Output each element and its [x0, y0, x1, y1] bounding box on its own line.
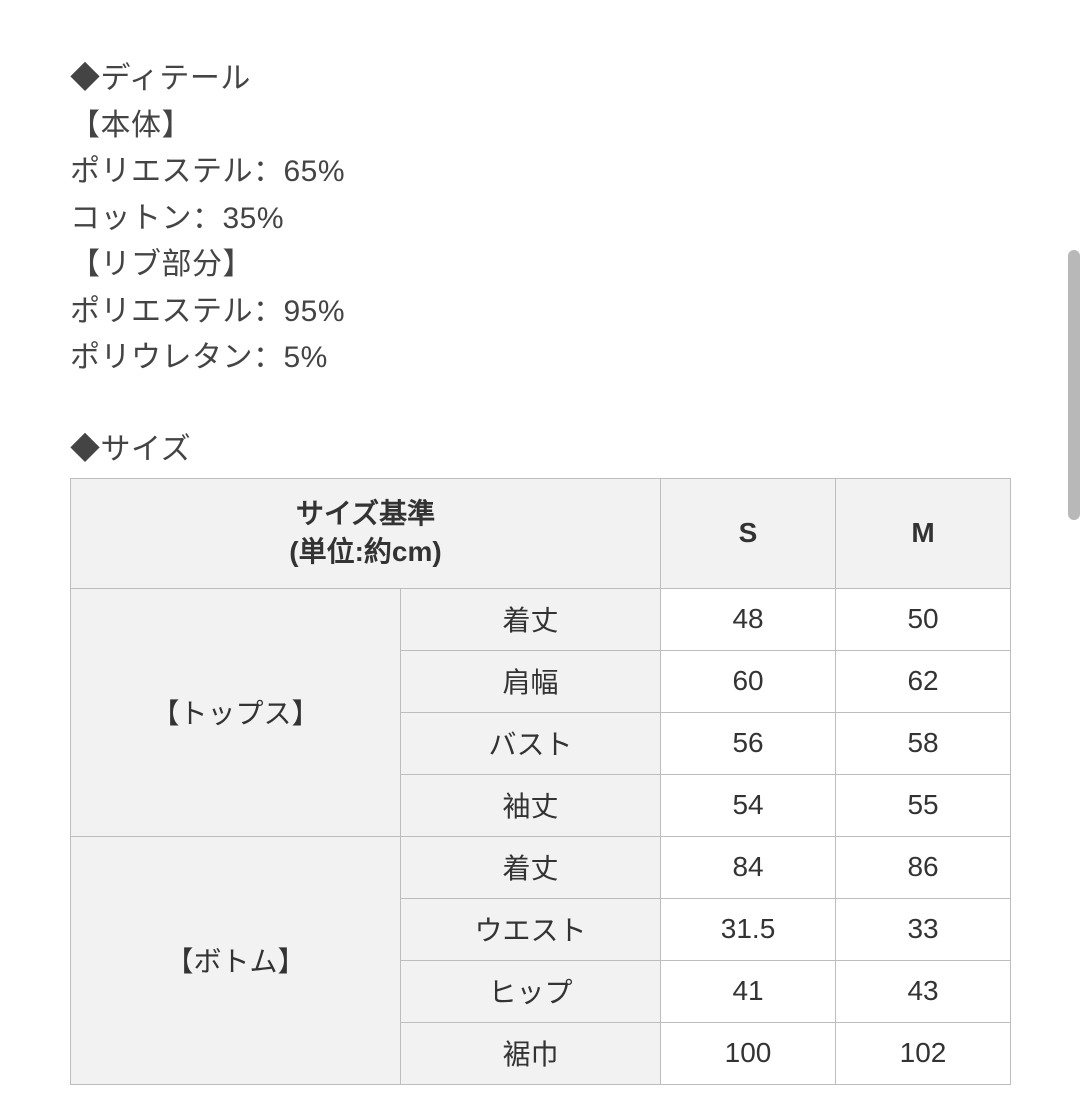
material-line: ポリエステル：65% — [70, 149, 1010, 196]
measure-label: 着丈 — [401, 836, 661, 898]
material-line: ポリウレタン：5% — [70, 335, 1010, 382]
measure-label: 裾巾 — [401, 1022, 661, 1084]
measure-value: 43 — [836, 960, 1011, 1022]
table-row: 【トップス】 着丈 48 50 — [71, 588, 1011, 650]
measure-value: 84 — [661, 836, 836, 898]
size-standard-header: サイズ基準 (単位:約cm) — [71, 478, 661, 588]
measure-label: 袖丈 — [401, 774, 661, 836]
size-standard-line1: サイズ基準 — [75, 495, 656, 533]
measure-value: 41 — [661, 960, 836, 1022]
material-line: ポリエステル：95% — [70, 289, 1010, 336]
measure-value: 58 — [836, 712, 1011, 774]
detail-block: ◆ディテール 【本体】 ポリエステル：65% コットン：35% 【リブ部分】 ポ… — [70, 56, 1010, 382]
measure-value: 100 — [661, 1022, 836, 1084]
group-tops: 【トップス】 — [71, 588, 401, 836]
measure-label: ヒップ — [401, 960, 661, 1022]
material-line: コットン：35% — [70, 196, 1010, 243]
measure-value: 31.5 — [661, 898, 836, 960]
table-header-row: サイズ基準 (単位:約cm) S M — [71, 478, 1011, 588]
measure-value: 55 — [836, 774, 1011, 836]
product-detail-content: ◆ディテール 【本体】 ポリエステル：65% コットン：35% 【リブ部分】 ポ… — [0, 0, 1080, 1115]
measure-value: 60 — [661, 650, 836, 712]
measure-value: 33 — [836, 898, 1011, 960]
group-bottoms: 【ボトム】 — [71, 836, 401, 1084]
measure-value: 86 — [836, 836, 1011, 898]
size-heading: ◆サイズ — [70, 424, 1010, 468]
measure-value: 102 — [836, 1022, 1011, 1084]
measure-label: 着丈 — [401, 588, 661, 650]
measure-value: 62 — [836, 650, 1011, 712]
size-standard-line2: (単位:約cm) — [75, 533, 656, 571]
material-section-title: 【本体】 — [70, 103, 1010, 150]
measure-value: 48 — [661, 588, 836, 650]
measure-value: 56 — [661, 712, 836, 774]
size-col-header: S — [661, 478, 836, 588]
measure-label: ウエスト — [401, 898, 661, 960]
size-col-header: M — [836, 478, 1011, 588]
measure-label: バスト — [401, 712, 661, 774]
table-row: 【ボトム】 着丈 84 86 — [71, 836, 1011, 898]
measure-label: 肩幅 — [401, 650, 661, 712]
scrollbar-thumb[interactable] — [1068, 250, 1080, 520]
size-table: サイズ基準 (単位:約cm) S M 【トップス】 着丈 48 50 肩幅 60… — [70, 478, 1011, 1085]
material-section-title: 【リブ部分】 — [70, 242, 1010, 289]
measure-value: 50 — [836, 588, 1011, 650]
measure-value: 54 — [661, 774, 836, 836]
detail-heading: ◆ディテール — [70, 56, 1010, 103]
